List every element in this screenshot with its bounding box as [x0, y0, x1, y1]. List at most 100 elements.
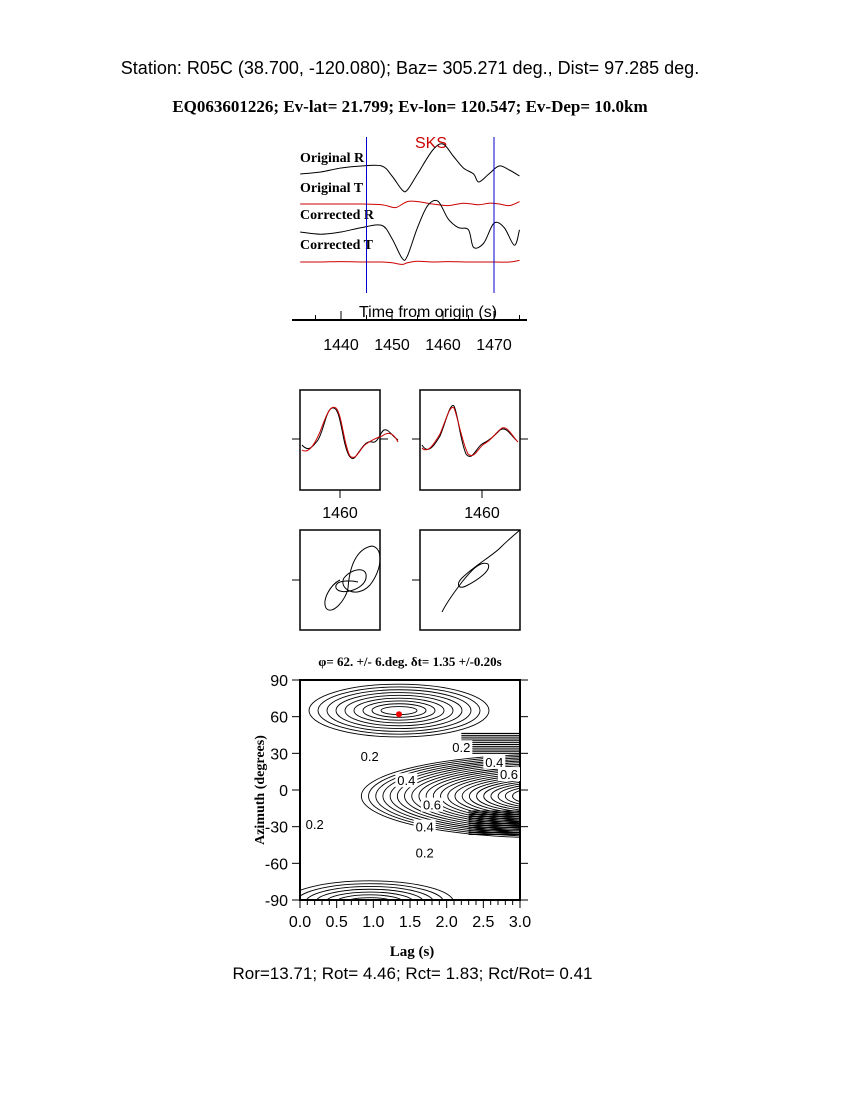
tick-label: 1450	[374, 337, 410, 354]
contour-line	[353, 697, 445, 724]
tick-label: 1460	[425, 337, 461, 354]
trace-label: Original R	[300, 151, 365, 166]
contour-line	[447, 773, 520, 819]
slow-wave	[301, 406, 399, 458]
contour-line	[476, 780, 520, 813]
contour-line	[305, 885, 434, 900]
contour-line	[527, 790, 572, 802]
particle-motion-panels	[292, 529, 521, 631]
contour-label: 0.2	[452, 740, 470, 755]
trace-label: Original T	[300, 181, 364, 196]
y-tick-label: -30	[265, 820, 288, 837]
best-fit-marker	[396, 711, 402, 718]
contour-line	[404, 763, 520, 829]
x-tick-label: 3.0	[509, 914, 531, 931]
contour-line	[344, 694, 454, 727]
x-axis-label: Lag (s)	[390, 944, 435, 960]
contour-line	[347, 897, 392, 900]
x-tick-label: 2.5	[472, 914, 494, 931]
contour-label: 0.4	[397, 773, 415, 788]
contour-line	[335, 692, 463, 730]
tick-label: 1470	[476, 337, 512, 354]
contour-label: 0.6	[500, 767, 518, 782]
panel-frame	[419, 529, 521, 631]
trace-original-r	[300, 143, 520, 193]
x-axis-label: Time from origin (s)	[359, 304, 497, 321]
waveform-comparison-panels: 1460 1460	[292, 389, 528, 522]
contour-line	[519, 794, 520, 798]
panel-frame	[299, 389, 381, 491]
contour-line	[411, 765, 520, 827]
y-tick-label: 0	[279, 783, 288, 800]
y-tick-label: -90	[265, 893, 288, 910]
contour-label: 0.4	[485, 755, 503, 770]
phase-label: SKS	[415, 135, 447, 152]
splitting-grid-search: φ= 62. +/- 6.deg. δt= 1.35 +/-0.20s 0.2 0…	[253, 654, 572, 960]
contour-line	[382, 759, 520, 834]
tick-label: 1440	[323, 337, 359, 354]
contour-line	[308, 683, 490, 738]
x-tick-label: 0.5	[326, 914, 348, 931]
contour-line	[326, 891, 414, 900]
panel-tick: 1460	[322, 505, 358, 522]
contour-line	[490, 783, 520, 809]
contour-line	[541, 793, 557, 799]
x-tick-label: 0.0	[289, 914, 311, 931]
contour-line	[512, 790, 520, 803]
y-tick-label: 30	[270, 746, 288, 763]
original-particle-motion	[324, 545, 381, 611]
contour-label: 0.4	[416, 820, 434, 835]
contour-line	[300, 880, 454, 900]
contour-label: 0.2	[416, 845, 434, 860]
fast-wave	[301, 407, 399, 460]
waveform-panel: SKS Original R Original T Corrected R Co…	[292, 135, 527, 354]
contour-line	[371, 703, 427, 718]
contour-line	[504, 787, 520, 805]
trace-corrected-r	[300, 199, 520, 261]
x-tick-label: 1.0	[362, 914, 384, 931]
contour-line	[440, 771, 520, 821]
corrected-fast-wave	[421, 405, 517, 457]
event-title: EQ063601226; Ev-lat= 21.799; Ev-lon= 120…	[172, 97, 648, 116]
trace-label: Corrected T	[300, 238, 374, 253]
contour-line	[316, 888, 424, 900]
y-tick-label: -60	[265, 856, 288, 873]
contour-line	[418, 767, 520, 826]
corrected-slow-wave	[421, 406, 519, 457]
corrected-particle-motion	[441, 529, 521, 613]
x-tick-label: 2.0	[436, 914, 458, 931]
panel-tick: 1460	[464, 505, 500, 522]
contour-line	[461, 776, 520, 816]
contour-line	[497, 785, 520, 807]
trace-label: Corrected R	[300, 208, 375, 223]
splitting-result-title: φ= 62. +/- 6.deg. δt= 1.35 +/-0.20s	[318, 654, 502, 669]
y-tick-label: 90	[270, 673, 288, 690]
contour-line	[468, 778, 520, 814]
contour-label: 0.6	[423, 798, 441, 813]
contour-line	[300, 883, 444, 900]
contour-label: 0.2	[306, 817, 324, 832]
contour-label: 0.2	[361, 749, 379, 764]
contour-line	[368, 899, 371, 900]
x-tick-label: 1.5	[399, 914, 421, 931]
contour-line	[534, 792, 564, 801]
contour-line	[360, 754, 520, 838]
contour-line	[389, 760, 520, 832]
contour-line	[375, 757, 520, 835]
trace-original-t	[300, 200, 520, 209]
contour-line	[432, 770, 520, 822]
contour-line	[317, 686, 481, 735]
panel-frame	[419, 389, 521, 491]
contour-line	[454, 775, 520, 818]
contour-line	[368, 756, 520, 837]
contour-line	[425, 768, 520, 824]
contour-line	[362, 700, 436, 721]
contour-line	[336, 894, 403, 900]
contour-frame	[299, 679, 521, 901]
station-title: Station: R05C (38.700, -120.080); Baz= 3…	[120, 58, 700, 78]
trace-corrected-t	[300, 259, 520, 265]
contour-line	[326, 689, 472, 732]
ratio-summary: Ror=13.71; Rot= 4.46; Rct= 1.83; Rct/Rot…	[232, 964, 593, 983]
contour-line	[396, 762, 520, 830]
